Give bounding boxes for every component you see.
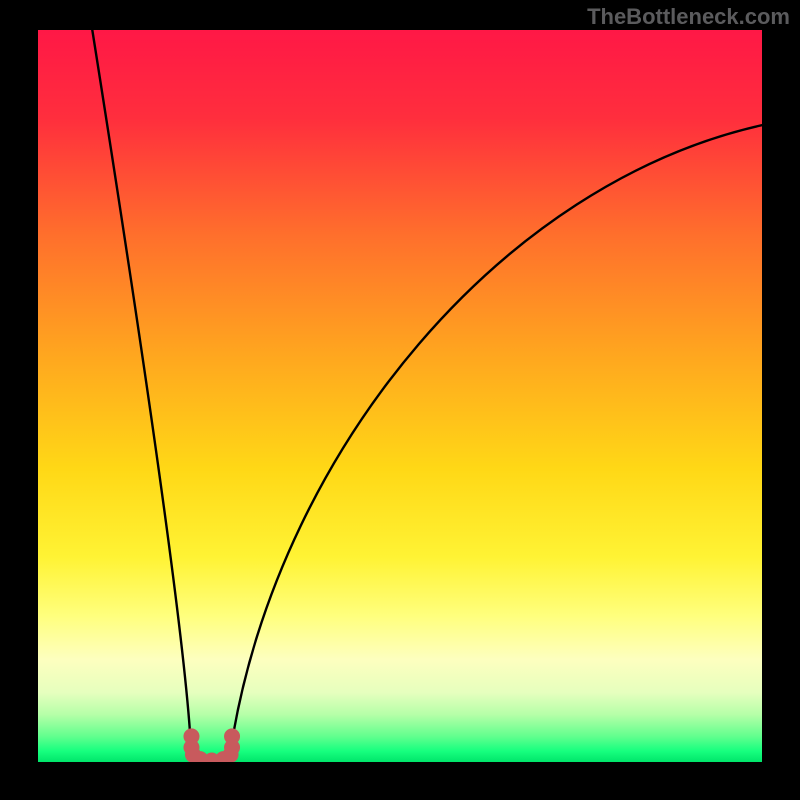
valley-marker-dot — [224, 728, 240, 744]
plot-area — [38, 30, 762, 762]
watermark-text: TheBottleneck.com — [587, 4, 790, 30]
bottleneck-curve-segment — [92, 30, 190, 733]
curve-layer — [38, 30, 762, 762]
chart-outer-frame: TheBottleneck.com — [0, 0, 800, 800]
bottleneck-curve-segment — [233, 125, 762, 733]
